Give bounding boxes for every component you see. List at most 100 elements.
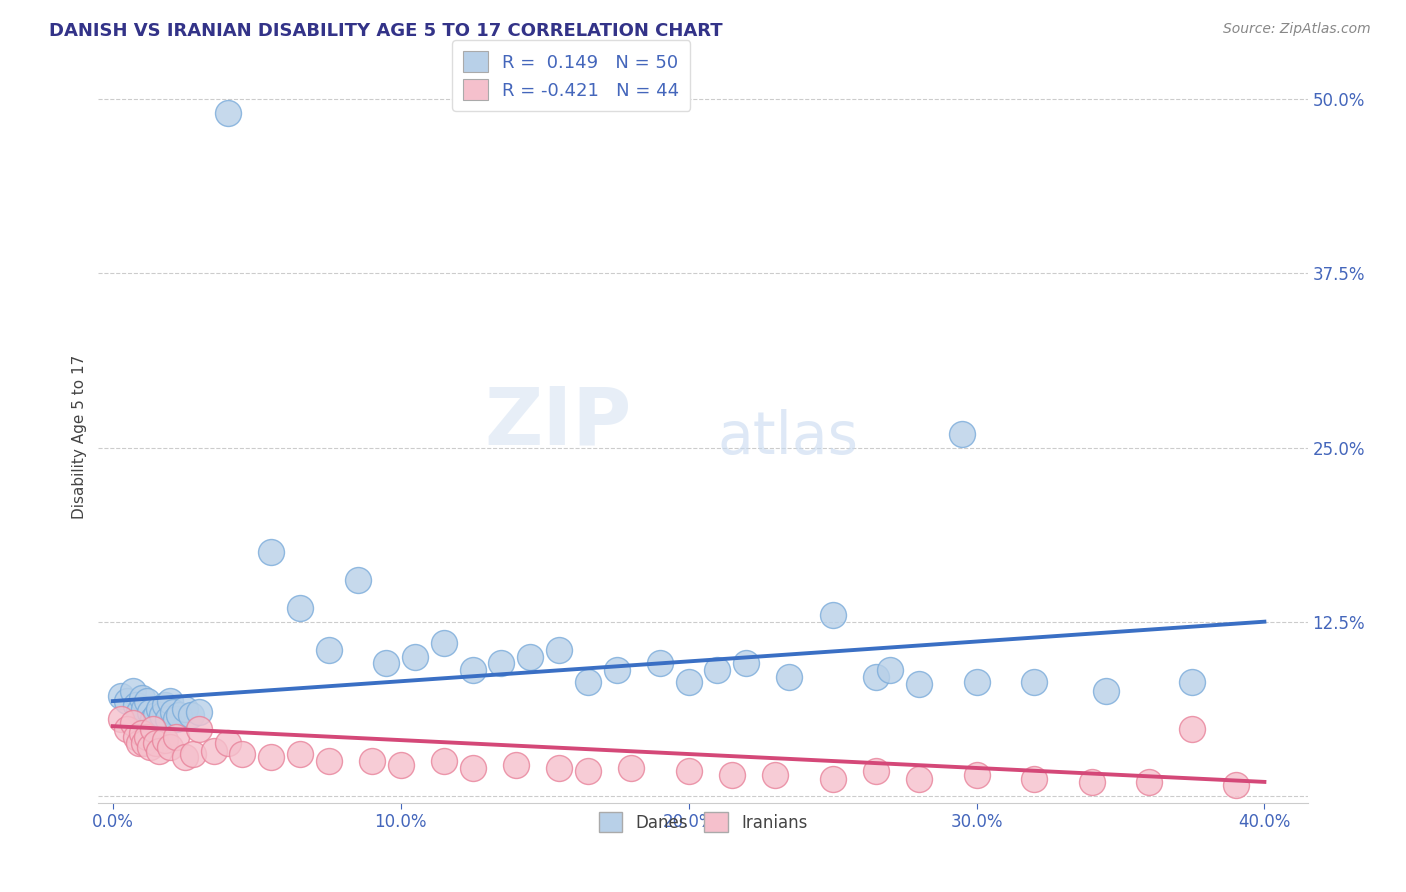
Point — [125, 731, 148, 745]
Point — [950, 426, 973, 441]
Point — [1095, 684, 1118, 698]
Legend: Danes, Iranians: Danes, Iranians — [592, 805, 814, 838]
Point — [159, 694, 181, 708]
Text: atlas: atlas — [717, 409, 858, 466]
Point — [505, 758, 527, 772]
Point — [908, 772, 931, 786]
Point — [576, 764, 599, 778]
Point — [159, 740, 181, 755]
Point — [202, 744, 225, 758]
Point — [966, 768, 988, 782]
Point — [1022, 772, 1045, 786]
Point — [865, 764, 887, 778]
Point — [908, 677, 931, 691]
Text: ZIP: ZIP — [484, 384, 631, 461]
Point — [648, 657, 671, 671]
Point — [375, 657, 398, 671]
Point — [966, 674, 988, 689]
Point — [821, 772, 844, 786]
Point — [110, 712, 132, 726]
Point — [217, 736, 239, 750]
Point — [173, 749, 195, 764]
Point — [217, 106, 239, 120]
Point — [1181, 674, 1204, 689]
Point — [519, 649, 541, 664]
Point — [706, 664, 728, 678]
Point — [148, 702, 170, 716]
Point — [165, 712, 187, 726]
Point — [260, 749, 283, 764]
Point — [142, 722, 165, 736]
Point — [491, 657, 513, 671]
Point — [145, 708, 167, 723]
Point — [763, 768, 786, 782]
Point — [142, 712, 165, 726]
Point — [167, 708, 190, 723]
Point — [678, 764, 700, 778]
Point — [1022, 674, 1045, 689]
Point — [150, 708, 173, 723]
Point — [288, 747, 311, 761]
Y-axis label: Disability Age 5 to 17: Disability Age 5 to 17 — [72, 355, 87, 519]
Text: DANISH VS IRANIAN DISABILITY AGE 5 TO 17 CORRELATION CHART: DANISH VS IRANIAN DISABILITY AGE 5 TO 17… — [49, 22, 723, 40]
Point — [678, 674, 700, 689]
Point — [1080, 775, 1102, 789]
Point — [115, 694, 138, 708]
Point — [156, 712, 179, 726]
Point — [865, 670, 887, 684]
Point — [110, 689, 132, 703]
Point — [134, 702, 156, 716]
Point — [139, 705, 162, 719]
Point — [318, 754, 340, 768]
Point — [165, 731, 187, 745]
Point — [1181, 722, 1204, 736]
Point — [576, 674, 599, 689]
Point — [128, 705, 150, 719]
Point — [461, 761, 484, 775]
Point — [122, 716, 145, 731]
Point — [153, 698, 176, 713]
Point — [389, 758, 412, 772]
Point — [136, 694, 159, 708]
Point — [153, 733, 176, 747]
Point — [134, 736, 156, 750]
Point — [131, 691, 153, 706]
Point — [125, 698, 148, 713]
Point — [173, 702, 195, 716]
Point — [183, 747, 205, 761]
Point — [131, 726, 153, 740]
Point — [139, 740, 162, 755]
Point — [461, 664, 484, 678]
Point — [606, 664, 628, 678]
Point — [188, 705, 211, 719]
Point — [128, 736, 150, 750]
Point — [1225, 778, 1247, 792]
Point — [735, 657, 758, 671]
Point — [288, 600, 311, 615]
Point — [148, 744, 170, 758]
Point — [136, 731, 159, 745]
Point — [1137, 775, 1160, 789]
Point — [433, 635, 456, 649]
Point — [778, 670, 800, 684]
Point — [145, 736, 167, 750]
Text: Source: ZipAtlas.com: Source: ZipAtlas.com — [1223, 22, 1371, 37]
Point — [404, 649, 426, 664]
Point — [548, 761, 571, 775]
Point — [361, 754, 384, 768]
Point — [346, 573, 368, 587]
Point — [188, 722, 211, 736]
Point — [879, 664, 901, 678]
Point — [821, 607, 844, 622]
Point — [180, 708, 202, 723]
Point — [260, 545, 283, 559]
Point — [122, 684, 145, 698]
Point — [720, 768, 742, 782]
Point — [318, 642, 340, 657]
Point — [620, 761, 643, 775]
Point — [548, 642, 571, 657]
Point — [231, 747, 253, 761]
Point — [433, 754, 456, 768]
Point — [162, 705, 184, 719]
Point — [115, 722, 138, 736]
